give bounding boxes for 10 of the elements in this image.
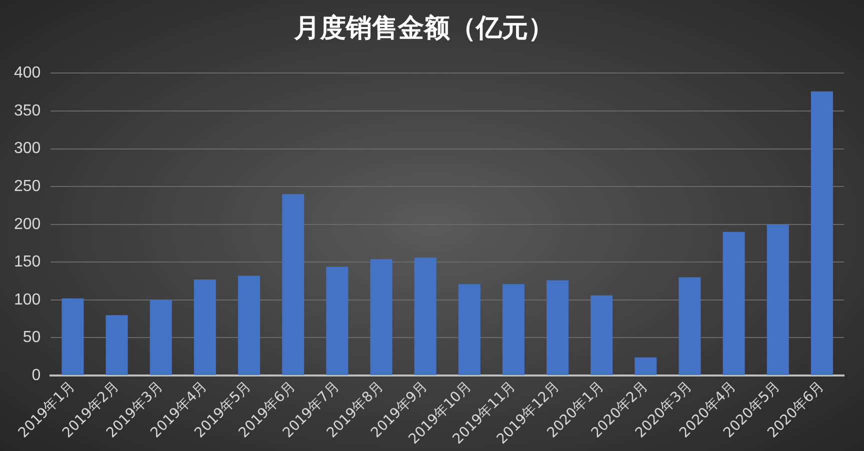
y-tick-label: 350 [14,102,41,120]
y-tick-label: 150 [14,254,41,271]
y-tick-label: 200 [14,216,41,233]
chart-title: 月度销售金额（亿元） [293,13,554,44]
y-tick-label: 400 [14,64,41,82]
y-tick-label: 0 [32,366,41,384]
y-tick-label: 300 [14,140,41,158]
y-tick-label: 100 [14,291,41,308]
y-tick-label: 50 [22,329,41,346]
y-tick-label: 250 [14,178,41,195]
